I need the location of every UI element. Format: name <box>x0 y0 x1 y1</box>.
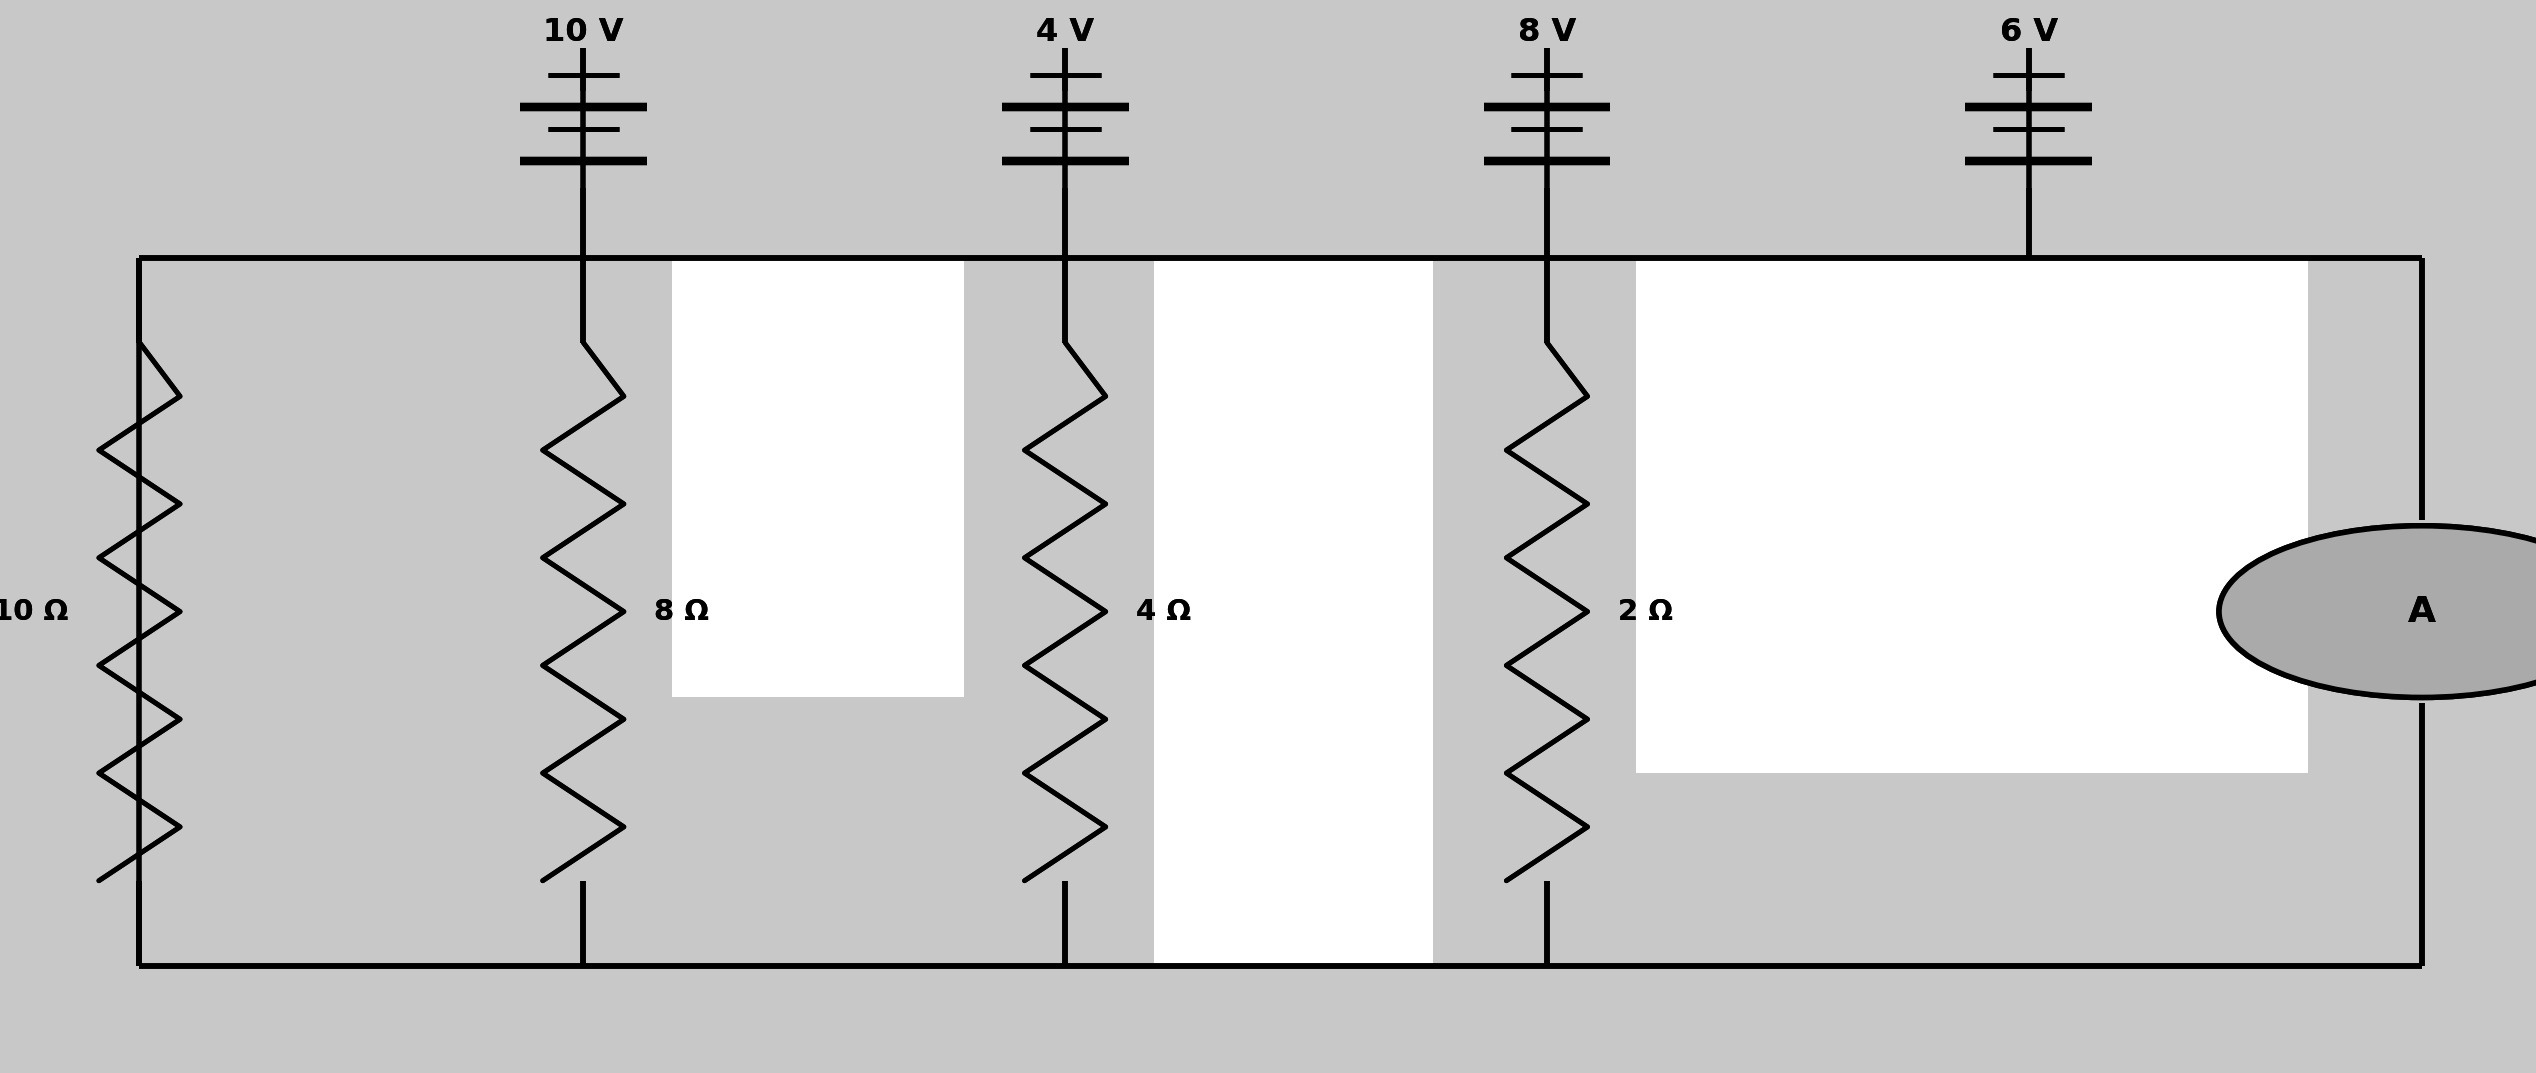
Text: 6 V: 6 V <box>2001 17 2057 47</box>
Text: 8 V: 8 V <box>1519 17 1575 47</box>
Text: 10 V: 10 V <box>543 17 624 47</box>
Text: 8 Ω: 8 Ω <box>654 598 710 626</box>
Text: A: A <box>2407 594 2437 629</box>
Text: 4 V: 4 V <box>1037 17 1093 47</box>
Text: 2 Ω: 2 Ω <box>1618 598 1674 626</box>
Text: 4 V: 4 V <box>1037 17 1093 47</box>
Text: A: A <box>2407 594 2437 629</box>
FancyBboxPatch shape <box>672 258 964 697</box>
Text: 6 V: 6 V <box>2001 17 2057 47</box>
FancyBboxPatch shape <box>1154 258 1433 966</box>
Text: 8 V: 8 V <box>1519 17 1575 47</box>
FancyBboxPatch shape <box>1636 258 2308 773</box>
Circle shape <box>2219 526 2536 697</box>
Text: 10 Ω: 10 Ω <box>0 598 68 626</box>
Text: 8 Ω: 8 Ω <box>654 598 710 626</box>
Text: 4 Ω: 4 Ω <box>1136 598 1192 626</box>
Text: 10 Ω: 10 Ω <box>0 598 68 626</box>
Text: 2 Ω: 2 Ω <box>1618 598 1674 626</box>
Text: 10 V: 10 V <box>543 17 624 47</box>
Text: 4 Ω: 4 Ω <box>1136 598 1192 626</box>
Circle shape <box>2219 526 2536 697</box>
